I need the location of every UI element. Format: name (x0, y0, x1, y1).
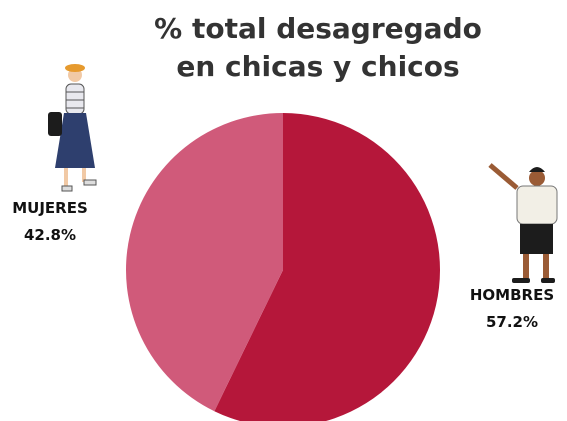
slice-category-label: MUJERES (12, 199, 88, 217)
man-illustration (488, 163, 558, 283)
slice-value-label: 57.2% (486, 313, 538, 331)
chart-title: % total desagregado en chicas y chicos (154, 12, 482, 83)
pie-slice (125, 112, 284, 412)
slice-value-label: 42.8% (24, 226, 76, 244)
woman-illustration (48, 64, 97, 192)
slice-category-label: HOMBRES (470, 286, 554, 304)
pie-slice (214, 113, 440, 421)
